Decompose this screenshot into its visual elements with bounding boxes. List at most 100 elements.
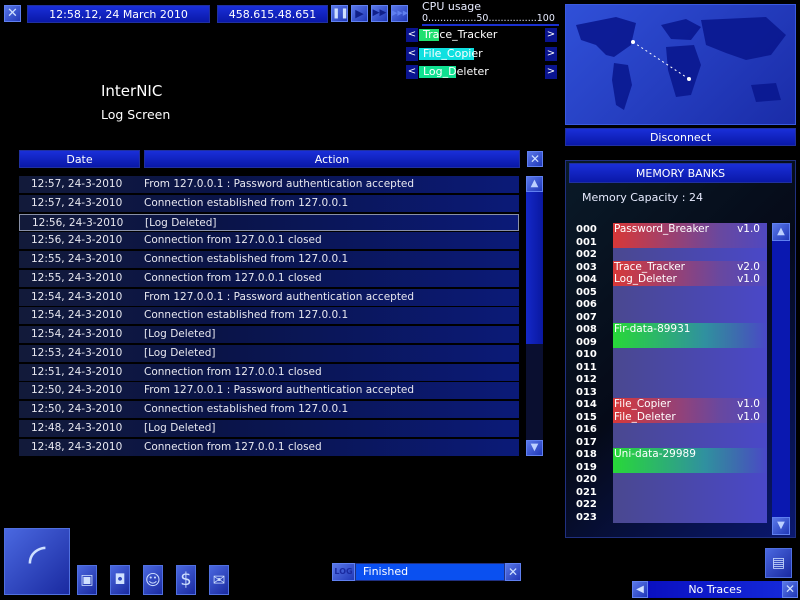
world-map[interactable] [565, 4, 796, 125]
memory-slot-number: 006 [576, 299, 597, 310]
log-date: 12:57, 24-3-2010 [31, 196, 123, 209]
log-row[interactable]: 12:55, 24-3-2010 Connection from 127.0.0… [19, 269, 519, 287]
memory-file[interactable]: Uni-data-29989 [613, 448, 767, 473]
running-program: < File_Copier > [406, 47, 558, 61]
pause-icon[interactable]: ❚❚ [331, 5, 349, 22]
memory-file[interactable]: Log_Deleter v1.0 [613, 273, 767, 286]
log-date: 12:56, 24-3-2010 [31, 234, 123, 247]
computer-icon[interactable]: ▣ [77, 565, 97, 595]
log-row[interactable]: 12:50, 24-3-2010 Connection established … [19, 401, 519, 418]
log-date: 12:48, 24-3-2010 [31, 421, 123, 434]
log-row[interactable]: 12:48, 24-3-2010 [Log Deleted] [19, 419, 519, 437]
log-row[interactable]: 12:57, 24-3-2010 Connection established … [19, 194, 519, 212]
log-date: 12:51, 24-3-2010 [31, 365, 123, 378]
file-version: v1.0 [737, 273, 760, 285]
fast-forward-icon[interactable]: ▶▶ [371, 5, 388, 22]
ip-display: 458.615.48.651 [217, 5, 328, 23]
document-icon[interactable]: ▤ [765, 548, 792, 578]
memory-file[interactable]: Trace_Tracker v2.0 [613, 260, 767, 273]
log-row[interactable]: 12:53, 24-3-2010 [Log Deleted] [19, 344, 519, 362]
log-action: From 127.0.0.1 : Password authentication… [144, 178, 415, 190]
dollar-icon[interactable]: $ [176, 565, 196, 595]
file-version: v1.0 [737, 398, 760, 410]
decrease-priority-button[interactable]: < [406, 28, 418, 42]
program-progress-bar [419, 29, 439, 41]
status-display: Finished [355, 563, 505, 581]
close-icon[interactable]: ✕ [4, 5, 21, 22]
scrollbar-thumb[interactable] [526, 176, 543, 344]
log-date: 12:54, 24-3-2010 [31, 290, 123, 303]
memory-slot-number: 014 [576, 399, 597, 410]
increase-priority-button[interactable]: > [545, 65, 557, 79]
fastest-icon[interactable]: ▶▶▶ [391, 5, 408, 22]
memory-file[interactable]: File_Deleter v1.0 [613, 410, 767, 423]
program-name: File_Copier [423, 47, 483, 60]
program-name: Trace_Tracker [423, 28, 498, 41]
log-date: 12:57, 24-3-2010 [31, 178, 123, 190]
scroll-up-icon[interactable]: ▲ [772, 223, 790, 241]
scroll-down-icon[interactable]: ▼ [526, 440, 543, 456]
mail-icon[interactable]: ✉ [209, 565, 229, 595]
log-tag[interactable]: LOG [332, 563, 355, 581]
memory-slot-number: 011 [576, 361, 597, 373]
floppy-disk-icon[interactable]: ◘ [110, 565, 130, 595]
file-name: Uni-data-29989 [614, 448, 696, 460]
log-action: Connection established from 127.0.0.1 [144, 403, 349, 415]
action-column-header[interactable]: Action [144, 150, 520, 168]
memory-slot-number: 018 [576, 449, 597, 460]
log-row[interactable]: 12:56, 24-3-2010 [Log Deleted] [19, 213, 519, 231]
scroll-down-icon[interactable]: ▼ [772, 517, 790, 535]
log-action: Connection from 127.0.0.1 closed [144, 234, 322, 247]
datetime-display: 12:58.12, 24 March 2010 [27, 5, 210, 23]
cpu-scale: 0................50................100 [422, 13, 559, 26]
speaker-icon[interactable]: ◀ [632, 581, 648, 598]
log-row[interactable]: 12:50, 24-3-2010 From 127.0.0.1 : Passwo… [19, 382, 519, 400]
log-action: [Log Deleted] [145, 216, 217, 229]
running-program: < Trace_Tracker > [406, 28, 558, 42]
file-version: v1.0 [737, 410, 760, 423]
log-action: Connection from 127.0.0.1 closed [144, 440, 322, 453]
log-date: 12:53, 24-3-2010 [31, 346, 123, 359]
log-date: 12:50, 24-3-2010 [31, 384, 123, 397]
memory-slot-number: 005 [576, 286, 597, 298]
log-row[interactable]: 12:54, 24-3-2010 Connection established … [19, 307, 519, 325]
log-action: From 127.0.0.1 : Password authentication… [144, 384, 415, 397]
close-log-icon[interactable]: ✕ [527, 151, 543, 167]
log-row[interactable]: 12:54, 24-3-2010 From 127.0.0.1 : Passwo… [19, 288, 519, 306]
close-trace-icon[interactable]: ✕ [782, 581, 798, 598]
log-action: [Log Deleted] [144, 421, 216, 434]
person-icon[interactable]: ☺ [143, 565, 163, 595]
memory-file[interactable]: Fir-data-89931 [613, 323, 767, 348]
close-status-icon[interactable]: ✕ [505, 563, 521, 581]
log-row[interactable]: 12:57, 24-3-2010 From 127.0.0.1 : Passwo… [19, 176, 519, 193]
play-icon[interactable]: ▶ [351, 5, 368, 22]
log-row[interactable]: 12:48, 24-3-2010 Connection from 127.0.0… [19, 438, 519, 456]
date-column-header[interactable]: Date [19, 150, 140, 168]
increase-priority-button[interactable]: > [545, 47, 557, 61]
memory-slot-number: 012 [576, 374, 597, 385]
decrease-priority-button[interactable]: < [406, 47, 418, 61]
scroll-up-icon[interactable]: ▲ [526, 176, 543, 192]
memory-file[interactable]: File_Copier v1.0 [613, 398, 767, 411]
increase-priority-button[interactable]: > [545, 28, 557, 42]
decrease-priority-button[interactable]: < [406, 65, 418, 79]
memory-slot-number: 008 [576, 324, 597, 335]
running-program: < Log_Deleter > [406, 65, 558, 79]
file-name: Trace_Tracker [614, 260, 685, 273]
memory-file[interactable]: Password_Breaker v1.0 [613, 223, 767, 248]
memory-slot-number: 001 [576, 236, 597, 248]
log-row[interactable]: 12:54, 24-3-2010 [Log Deleted] [19, 326, 519, 343]
log-scrollbar[interactable]: ▲ ▼ [526, 176, 543, 456]
trace-status: No Traces [648, 581, 782, 598]
memory-slot-number: 010 [576, 349, 597, 360]
log-date: 12:56, 24-3-2010 [32, 216, 124, 229]
disconnect-button[interactable]: Disconnect [565, 128, 796, 146]
memory-scrollbar[interactable]: ▲ ▼ [772, 223, 790, 535]
log-row[interactable]: 12:51, 24-3-2010 Connection from 127.0.0… [19, 363, 519, 381]
log-row[interactable]: 12:56, 24-3-2010 Connection from 127.0.0… [19, 232, 519, 250]
log-date: 12:48, 24-3-2010 [31, 440, 123, 453]
log-date: 12:54, 24-3-2010 [31, 309, 123, 322]
log-row[interactable]: 12:55, 24-3-2010 Connection established … [19, 251, 519, 268]
satellite-dish-icon[interactable]: ◜ [4, 528, 70, 595]
log-action: [Log Deleted] [144, 328, 216, 340]
